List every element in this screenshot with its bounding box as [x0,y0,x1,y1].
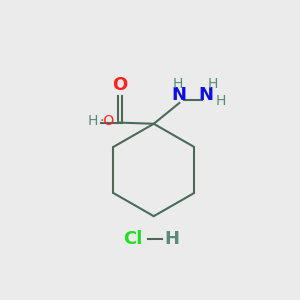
Text: Cl: Cl [123,230,142,248]
Text: N: N [199,86,214,104]
Text: ·O: ·O [99,115,114,128]
Text: H: H [173,77,183,91]
Text: O: O [112,76,128,94]
Text: H: H [164,230,179,248]
Text: N: N [172,86,187,104]
Text: H: H [216,94,226,108]
Text: H: H [88,115,98,128]
Text: H: H [208,77,218,91]
